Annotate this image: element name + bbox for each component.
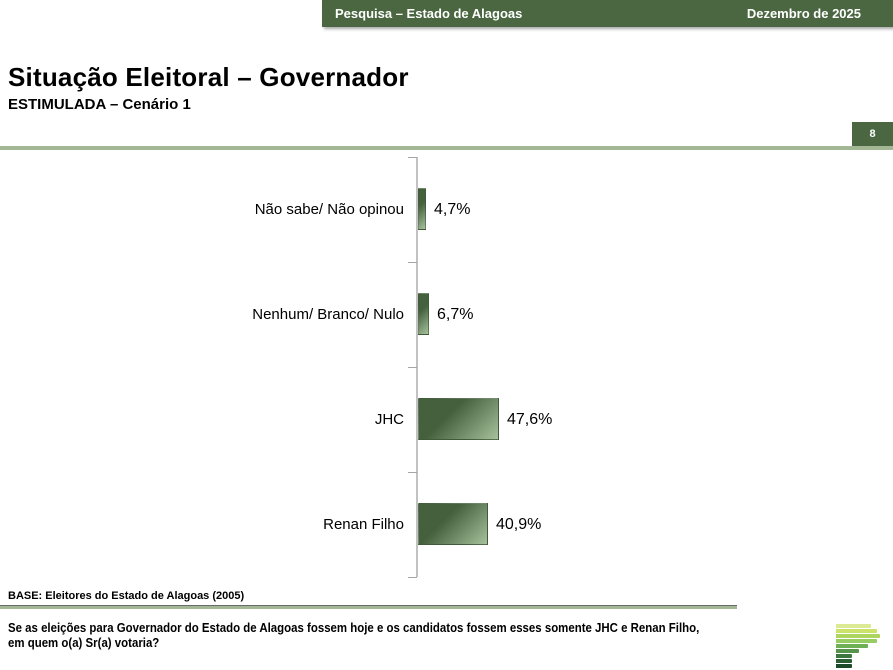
data-bar bbox=[418, 188, 426, 230]
category-label: Nenhum/ Branco/ Nulo bbox=[252, 306, 404, 323]
header-date-label: Dezembro de 2025 bbox=[746, 6, 861, 21]
axis-tick bbox=[408, 157, 417, 158]
logo-bar bbox=[836, 654, 852, 658]
axis-tick bbox=[408, 367, 417, 368]
data-bar bbox=[418, 503, 488, 545]
survey-question-line2: em quem o(a) Sr(a) votaria? bbox=[8, 635, 160, 650]
logo-bar bbox=[836, 639, 877, 643]
page-title: Situação Eleitoral – Governador bbox=[8, 62, 409, 92]
logo-bar bbox=[836, 659, 852, 663]
page-number-badge: 8 bbox=[852, 122, 893, 146]
value-label: 4,7% bbox=[434, 200, 471, 218]
base-note: BASE: Eleitores do Estado de Alagoas (20… bbox=[8, 590, 245, 602]
axis-tick bbox=[408, 472, 417, 473]
header-ribbon: Pesquisa – Estado de Alagoas Dezembro de… bbox=[322, 0, 893, 27]
category-label: Renan Filho bbox=[323, 516, 404, 533]
footer-divider-dark bbox=[0, 605, 737, 606]
logo-bar bbox=[836, 664, 852, 668]
value-label: 40,9% bbox=[496, 515, 542, 533]
logo-bar bbox=[836, 634, 880, 638]
survey-question: Se as eleições para Governador do Estado… bbox=[8, 620, 730, 650]
logo-bar bbox=[836, 649, 859, 653]
logo-bar bbox=[836, 644, 868, 648]
top-divider bbox=[0, 146, 893, 150]
logo-bar bbox=[836, 629, 877, 633]
data-bar bbox=[418, 293, 429, 335]
bar-chart-logo bbox=[836, 624, 886, 669]
chart-y-axis bbox=[416, 157, 418, 577]
category-label: JHC bbox=[374, 411, 404, 428]
logo-bar bbox=[836, 624, 871, 628]
survey-question-line1: Se as eleições para Governador do Estado… bbox=[8, 620, 700, 635]
header-survey-label: Pesquisa – Estado de Alagoas bbox=[335, 6, 523, 21]
chart-row: Renan Filho 40,9% bbox=[0, 472, 893, 577]
value-label: 47,6% bbox=[507, 410, 553, 428]
footer-divider-green bbox=[0, 606, 737, 609]
chart-row: Nenhum/ Branco/ Nulo 6,7% bbox=[0, 262, 893, 367]
axis-tick bbox=[408, 262, 417, 263]
value-label: 6,7% bbox=[437, 305, 474, 323]
data-bar bbox=[418, 398, 499, 440]
bar-chart: Não sabe/ Não opinou 4,7% Nenhum/ Branco/ … bbox=[0, 157, 893, 578]
category-label: Não sabe/ Não opinou bbox=[254, 201, 404, 218]
axis-tick bbox=[408, 577, 417, 578]
chart-row: Não sabe/ Não opinou 4,7% bbox=[0, 157, 893, 262]
page-subtitle: ESTIMULADA – Cenário 1 bbox=[8, 96, 191, 113]
chart-row: JHC 47,6% bbox=[0, 367, 893, 472]
